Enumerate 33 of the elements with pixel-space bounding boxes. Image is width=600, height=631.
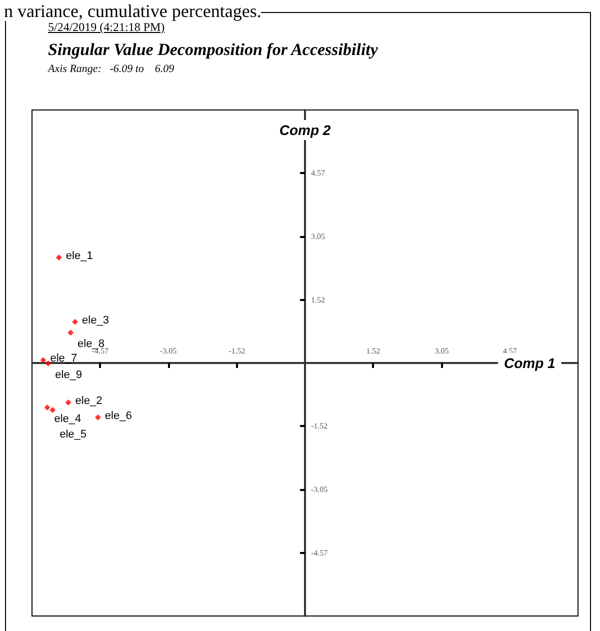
annotation: ele_1 [66,250,93,262]
annotation: ele_4 [54,412,82,425]
annotation: ele_3 [82,314,109,326]
annotation: ele_2 [75,394,102,407]
chart-title: Singular Value Decomposition for Accessibility [48,40,378,60]
y-tick-label: 4.57 [311,168,325,178]
y-tick-label: 3.05 [311,232,325,241]
chart-subtitle: Axis Range: -6.09 to 6.09 [48,63,174,75]
x-tick-label: 1.52 [366,346,380,356]
annotation: ele_5 [60,428,87,440]
point [50,406,56,413]
y-tick-label: 1.52 [311,295,325,304]
text: 5/24/2019 (4:21:18 PM) [48,20,165,35]
x-tick-label: -1.52 [228,346,246,356]
point [65,399,72,406]
x-axis-title: Comp 1 [504,355,556,371]
y-tick-label: -1.52 [311,422,328,431]
annotation: ele_9 [55,368,82,381]
point [94,414,101,420]
point [72,318,78,325]
point [40,357,46,364]
point [56,254,62,260]
x-tick-label: -3.05 [160,346,177,356]
point [68,330,74,336]
point [44,404,50,410]
point [45,360,52,366]
y-axis-title: Comp 2 [279,122,331,138]
annotation: ele_6 [104,410,132,422]
x-tick-label: 3.05 [434,346,449,356]
annotation: ele_7 [50,352,78,365]
text: n variance, cumulative percentages. [4,1,262,21]
y-tick-label: -3.05 [311,485,328,494]
y-tick-label: -4.57 [311,548,328,558]
